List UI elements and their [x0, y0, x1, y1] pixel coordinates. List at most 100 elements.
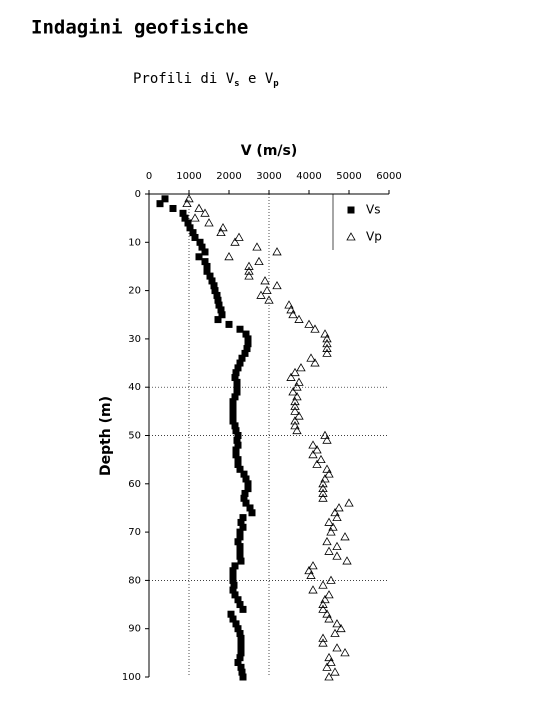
point — [246, 504, 254, 512]
point — [312, 445, 322, 454]
x-tick-label: 2000 — [216, 171, 241, 182]
point — [288, 309, 298, 319]
point — [290, 406, 300, 415]
point — [229, 586, 237, 594]
point — [191, 233, 199, 241]
point — [232, 369, 240, 377]
point — [322, 334, 332, 343]
point — [344, 498, 354, 507]
point — [306, 353, 316, 362]
point — [236, 543, 244, 551]
point — [286, 372, 296, 381]
point — [290, 396, 300, 406]
point — [260, 276, 270, 285]
point — [229, 403, 237, 411]
point — [234, 625, 242, 633]
point — [216, 227, 226, 237]
point — [229, 398, 237, 406]
point — [234, 460, 242, 468]
point — [322, 609, 332, 618]
point — [308, 450, 318, 459]
point — [318, 580, 328, 589]
point — [322, 348, 332, 357]
subtitle: Profili di Vs e Vp — [133, 71, 279, 89]
point — [196, 238, 204, 246]
point — [234, 538, 242, 546]
point — [320, 430, 330, 439]
point — [308, 585, 318, 594]
point — [244, 485, 252, 493]
point — [330, 507, 340, 517]
point — [233, 436, 241, 444]
point — [243, 345, 251, 353]
point — [340, 648, 350, 657]
legend-label: Vs — [366, 203, 380, 217]
point — [288, 387, 298, 396]
point — [234, 596, 242, 604]
point — [234, 432, 242, 439]
x-tick-label: 6000 — [376, 171, 401, 182]
point — [324, 590, 334, 599]
point — [236, 533, 244, 541]
point — [324, 614, 334, 623]
legend-marker — [347, 206, 355, 214]
point — [322, 536, 332, 546]
point — [181, 214, 189, 222]
point — [230, 581, 238, 589]
point — [204, 218, 214, 227]
point — [194, 203, 204, 212]
x-tick-label: 4000 — [296, 171, 321, 182]
point — [330, 667, 340, 676]
x-tick-label: 0 — [146, 171, 152, 182]
point — [231, 591, 239, 599]
point — [236, 552, 244, 560]
point — [342, 556, 352, 565]
x-tick-label: 1000 — [176, 171, 201, 182]
y-tick-label: 100 — [122, 672, 141, 683]
point — [237, 644, 245, 652]
point — [318, 599, 328, 608]
point — [240, 470, 248, 478]
point — [248, 509, 256, 517]
point — [190, 213, 200, 222]
point — [238, 668, 246, 676]
subtitle-part: e V — [240, 71, 274, 87]
point — [169, 204, 177, 212]
point — [244, 266, 254, 275]
point — [229, 572, 237, 580]
point — [292, 392, 302, 401]
point — [236, 630, 244, 638]
point — [320, 329, 330, 338]
point — [320, 474, 330, 483]
x-tick-label: 3000 — [256, 171, 281, 182]
point — [182, 198, 192, 208]
point — [318, 633, 328, 642]
point — [161, 195, 169, 203]
point — [324, 546, 334, 555]
point — [233, 383, 241, 391]
point — [232, 427, 240, 435]
point — [244, 480, 252, 488]
y-tick-label: 30 — [128, 334, 141, 345]
point — [195, 253, 203, 261]
point — [201, 248, 209, 256]
subtitle-sub: p — [273, 79, 279, 89]
point — [208, 277, 216, 285]
subtitle-part: Profili di V — [133, 71, 235, 87]
point — [236, 359, 244, 367]
point — [310, 324, 320, 333]
point — [237, 518, 245, 526]
point — [234, 232, 244, 241]
point — [229, 412, 237, 420]
point — [284, 300, 294, 309]
point — [218, 311, 226, 319]
point — [232, 451, 240, 459]
y-tick-label: 80 — [128, 575, 141, 586]
point — [210, 282, 218, 290]
point — [229, 615, 237, 623]
point — [231, 374, 239, 382]
point — [294, 314, 304, 323]
point — [244, 335, 252, 343]
